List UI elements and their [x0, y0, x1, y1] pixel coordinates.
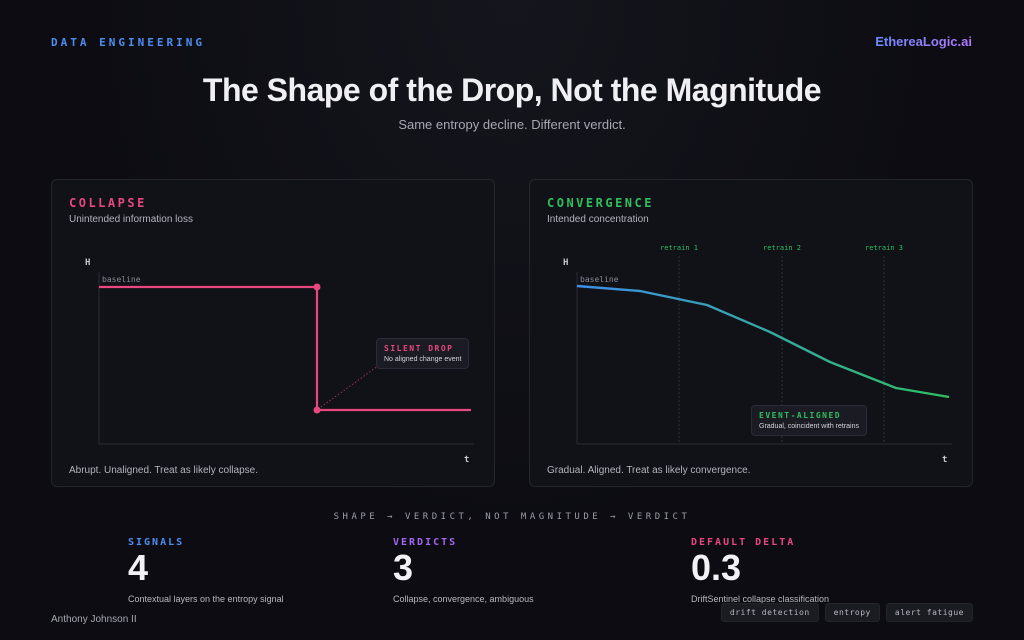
shape-verdict-kicker: SHAPE → VERDICT, NOT MAGNITUDE → VERDICT [333, 512, 691, 522]
stat-signals-desc: Contextual layers on the entropy signal [128, 594, 284, 604]
stat-delta-value: 0.3 [691, 547, 742, 588]
stat-verdicts-value: 3 [393, 547, 414, 588]
tag-entropy[interactable]: entropy [824, 603, 880, 622]
collapse-heading: COLLAPSE [69, 196, 147, 210]
brand-logo[interactable]: EthereaLogic.ai [875, 34, 972, 49]
event-aligned-callout: EVENT-ALIGNED Gradual, coincident with r… [751, 405, 867, 436]
convergence-line [576, 284, 950, 399]
event-aligned-text: Gradual, coincident with retrains [759, 423, 859, 430]
collapse-line [99, 285, 471, 412]
collapse-panel: COLLAPSE Unintended information loss H t… [51, 179, 495, 487]
retrain-1-label: retrain 1 [660, 244, 698, 252]
collapse-y-label: H [85, 258, 90, 268]
stat-verdicts-label: VERDICTS [393, 537, 458, 548]
convergence-baseline-label: baseline [580, 275, 619, 284]
stat-signals: SIGNALS 4 Contextual layers on the entro… [128, 537, 284, 604]
stat-verdicts-desc: Collapse, convergence, ambiguous [393, 594, 534, 604]
silent-drop-callout: SILENT DROP No aligned change event [376, 338, 470, 369]
collapse-chart: H t baseline [85, 258, 474, 465]
stat-delta-label: DEFAULT DELTA [691, 537, 796, 548]
tag-alert-fatigue[interactable]: alert fatigue [885, 603, 973, 622]
convergence-footer: Gradual. Aligned. Treat as likely conver… [547, 465, 751, 476]
page-subtitle: Same entropy decline. Different verdict. [398, 117, 626, 132]
collapse-point-top [313, 283, 321, 291]
stat-delta-desc: DriftSentinel collapse classification [691, 594, 830, 604]
convergence-panel: CONVERGENCE Intended concentration retra… [529, 179, 973, 487]
convergence-y-label: H [563, 258, 568, 268]
convergence-chart: retrain 1 retrain 2 retrain 3 H t baseli… [563, 244, 952, 465]
convergence-subheading: Intended concentration [547, 214, 649, 225]
author-name: Anthony Johnson II [51, 614, 137, 625]
tag-drift-detection[interactable]: drift detection [720, 603, 819, 622]
retrain-2-label: retrain 2 [763, 244, 801, 252]
collapse-baseline-label: baseline [102, 275, 141, 284]
stat-default-delta: DEFAULT DELTA 0.3 DriftSentinel collapse… [691, 537, 829, 604]
tag-list: drift detection entropy alert fatigue [720, 603, 973, 622]
page-title: The Shape of the Drop, Not the Magnitude [202, 72, 822, 108]
stat-signals-value: 4 [128, 547, 149, 588]
stat-signals-label: SIGNALS [128, 537, 185, 548]
convergence-x-label: t [942, 455, 947, 465]
collapse-point-bottom [313, 406, 321, 414]
section-kicker: DATA ENGINEERING [51, 36, 205, 49]
retrain-3-label: retrain 3 [865, 244, 903, 252]
collapse-subheading: Unintended information loss [69, 214, 193, 225]
callout-connector [317, 365, 379, 410]
event-aligned-title: EVENT-ALIGNED [759, 411, 842, 420]
stat-verdicts: VERDICTS 3 Collapse, convergence, ambigu… [393, 537, 534, 604]
collapse-footer: Abrupt. Unaligned. Treat as likely colla… [69, 465, 258, 476]
collapse-x-label: t [464, 455, 469, 465]
silent-drop-text: No aligned change event [384, 356, 462, 363]
silent-drop-title: SILENT DROP [384, 344, 454, 353]
convergence-heading: CONVERGENCE [547, 196, 654, 210]
